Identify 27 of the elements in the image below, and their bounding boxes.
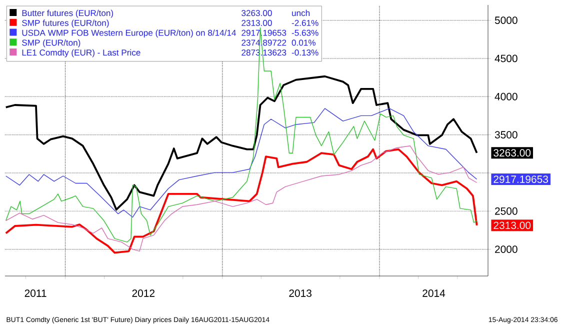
y-tick-label: 2000 [495,246,518,253]
annotation: unch [292,10,310,16]
y-tick-label: 5000 [494,16,518,24]
annotation: 2313.00 [242,20,272,26]
legend-label: SMP (EUR/ton) [22,39,80,48]
data-label: 2313.00 [494,222,531,230]
annotation: 0.01% [292,40,316,46]
data-label: 2917.19653 [494,176,548,183]
y-tick-label: 4500 [494,54,518,62]
annotation: -5.63% [292,30,318,36]
y-tick-label: 4000 [494,92,518,100]
line-series [6,28,478,242]
line-series [6,108,478,218]
x-tick-label: 2012 [132,290,154,297]
annotation: -0.13% [292,50,318,56]
y-tick-label: 3500 [494,131,518,138]
data-label: 3263.00 [494,149,531,157]
legend-label: USDA WMP FOB Western Europe (EUR/ton) on 8/14/14 [22,30,236,38]
legend-label: Butter futures (EUR/ton) [22,10,114,18]
legend-label: LE1 Comdty (EUR) - Last Price [22,49,140,58]
x-tick-label: 2014 [422,290,446,297]
legend-label: SMP futures (EUR/ton) [22,20,109,28]
y-tick-label: 2500 [495,207,518,215]
annotation: -2.61% [292,20,318,26]
x-tick-label: 2011 [24,290,46,297]
x-tick-label: 2013 [289,290,312,297]
annotation: 3263.00 [242,10,272,16]
